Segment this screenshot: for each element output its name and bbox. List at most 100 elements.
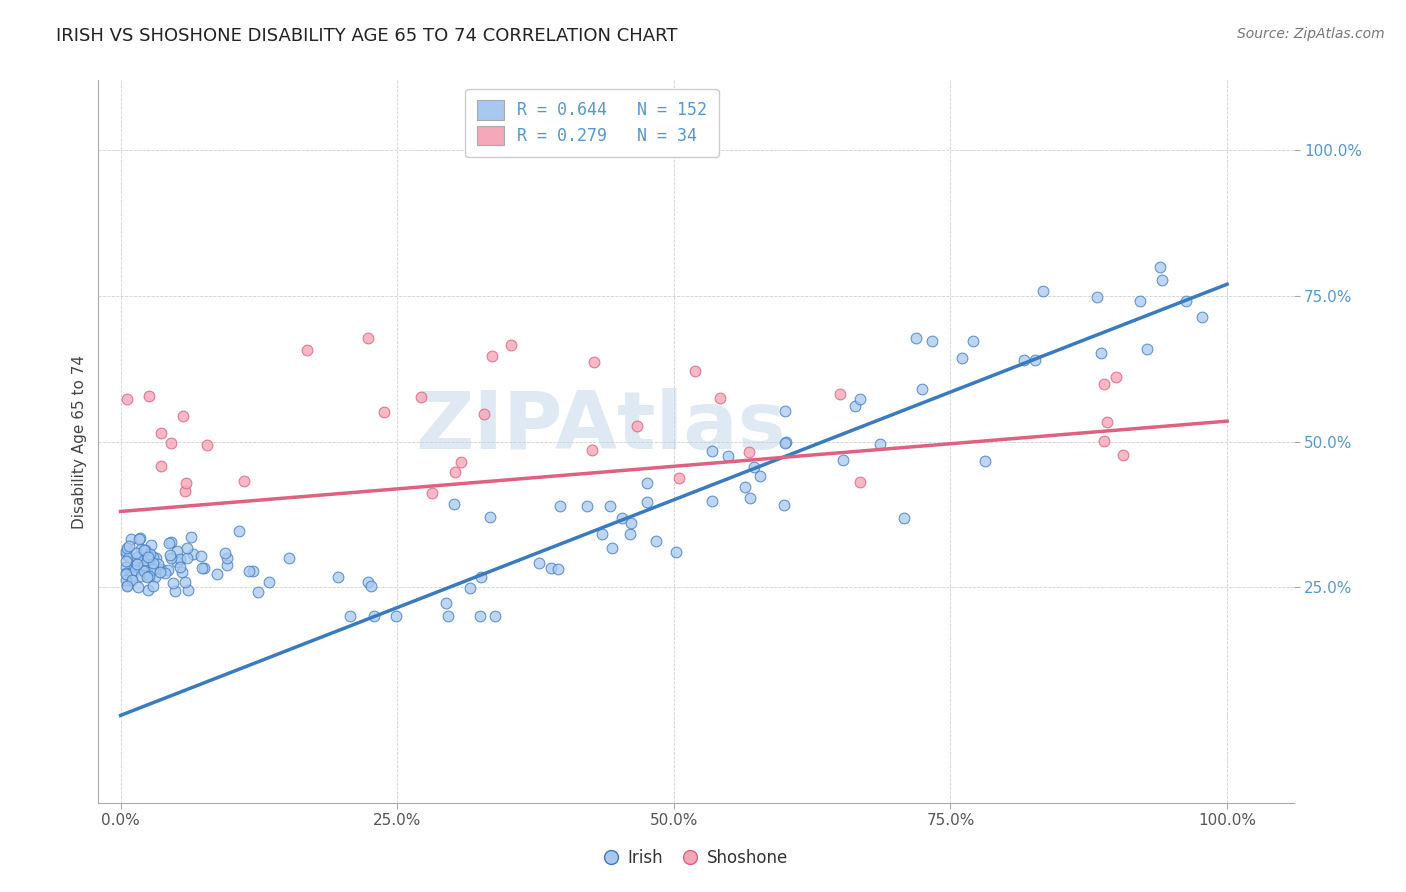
Point [1174,293,1197,308]
Point [1104,370,1126,384]
Y-axis label: Disability Age 65 to 74: Disability Age 65 to 74 [72,354,87,529]
Point [1085,290,1108,304]
Point [683,364,706,378]
Point [636,495,658,509]
Point [547,562,569,576]
Point [844,399,866,413]
Point [176,541,198,555]
Point [159,536,181,550]
Point [962,334,984,349]
Point [575,499,598,513]
Point [190,549,212,563]
Point [160,551,183,566]
Point [501,338,523,352]
Point [149,565,172,579]
Point [135,570,157,584]
Point [360,579,382,593]
Point [444,465,467,479]
Point [772,499,794,513]
Point [160,534,183,549]
Text: ZIPAtlas: ZIPAtlas [415,388,786,467]
Point [247,585,270,599]
Point [139,564,162,578]
Point [150,562,173,576]
Point [115,547,138,561]
Point [1129,293,1152,308]
Point [138,552,160,566]
Legend: Irish, Shoshone: Irish, Shoshone [598,843,794,874]
Point [170,565,193,579]
Point [278,550,301,565]
Point [169,551,191,566]
Point [115,544,138,558]
Point [173,484,195,499]
Point [481,349,503,363]
Point [136,548,159,562]
Point [709,392,731,406]
Point [169,559,191,574]
Point [326,570,349,584]
Point [775,435,797,450]
Point [115,566,138,580]
Point [893,510,915,524]
Point [749,469,772,483]
Point [121,569,143,583]
Point [139,547,162,561]
Point [1149,260,1171,274]
Point [162,576,184,591]
Point [257,574,280,589]
Point [129,569,152,583]
Point [156,563,179,577]
Point [120,566,142,581]
Point [636,475,658,490]
Point [548,500,571,514]
Point [205,567,228,582]
Point [166,544,188,558]
Point [619,526,641,541]
Point [138,569,160,583]
Point [233,474,256,488]
Point [142,562,165,576]
Point [450,455,472,469]
Point [191,561,214,575]
Point [582,354,605,368]
Point [141,538,163,552]
Point [131,549,153,563]
Point [121,573,143,587]
Point [620,516,643,530]
Point [738,491,761,505]
Point [193,561,215,575]
Point [176,550,198,565]
Point [115,567,138,582]
Point [176,582,198,597]
Point [124,557,146,571]
Point [1024,352,1046,367]
Point [610,511,633,525]
Point [527,556,550,570]
Point [134,553,156,567]
Point [125,546,148,560]
Point [1095,415,1118,429]
Point [665,545,688,559]
Point [128,532,150,546]
Point [228,524,250,538]
Point [484,609,506,624]
Point [117,539,139,553]
Point [136,549,159,564]
Point [443,497,465,511]
Point [124,561,146,575]
Point [1152,273,1174,287]
Point [160,435,183,450]
Point [150,426,173,441]
Point [339,609,361,624]
Point [166,555,188,569]
Point [127,554,149,568]
Point [136,566,159,581]
Point [242,564,264,578]
Point [145,551,167,566]
Point [644,534,666,549]
Point [174,476,197,491]
Point [172,409,194,424]
Point [832,453,855,467]
Text: IRISH VS SHOSHONE DISABILITY AGE 65 TO 74 CORRELATION CHART: IRISH VS SHOSHONE DISABILITY AGE 65 TO 7… [56,27,678,45]
